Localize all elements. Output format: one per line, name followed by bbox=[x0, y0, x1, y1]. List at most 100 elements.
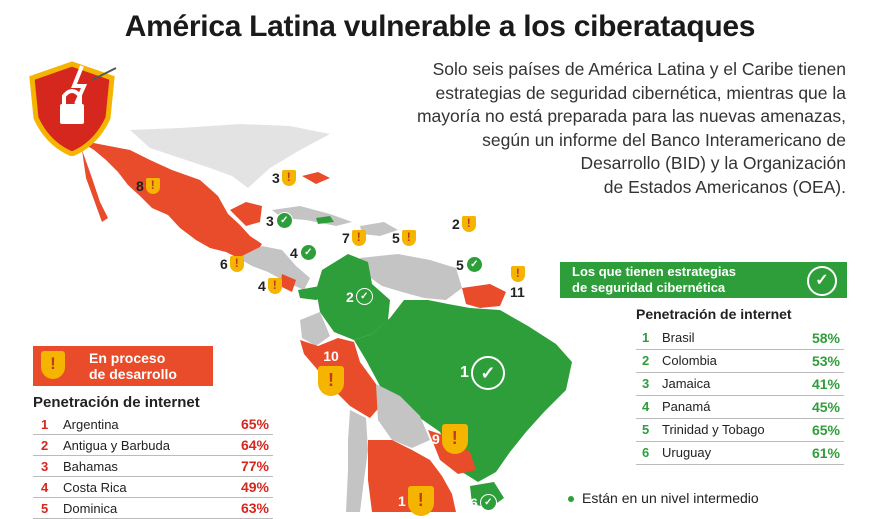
marker-number: 2 bbox=[452, 216, 460, 232]
country-guyana bbox=[462, 284, 506, 308]
country-ecuador bbox=[300, 312, 330, 346]
table-row: 2 Antigua y Barbuda 64% bbox=[33, 435, 273, 456]
subtitle-line: según un informe del Banco Interamerican… bbox=[482, 129, 846, 150]
marker-number: 7 bbox=[342, 230, 350, 246]
map-marker: 7 ! bbox=[342, 230, 366, 246]
shield-lock-lightning-icon bbox=[29, 61, 117, 156]
map-marker: 1 ! bbox=[398, 486, 434, 516]
warning-shield-icon: ! bbox=[461, 216, 476, 232]
subtitle-line: Solo seis países de América Latina y el … bbox=[432, 59, 846, 79]
country-usa-south bbox=[130, 124, 330, 188]
table-row: 5 Dominica 63% bbox=[33, 498, 273, 519]
warning-shield-icon: ! bbox=[351, 230, 366, 246]
check-circle-icon: ✓ bbox=[299, 244, 317, 261]
marker-number: 3 bbox=[266, 212, 274, 229]
table-row: 3 Bahamas 77% bbox=[33, 456, 273, 477]
developing-table: 1 Argentina 65% 2 Antigua y Barbuda 64% 3 Bah… bbox=[33, 414, 273, 519]
country-hispaniola bbox=[360, 222, 398, 236]
banner-line: En proceso bbox=[89, 350, 166, 366]
strategies-table: 1 Brasil 58% 2 Colombia 53% 3 Jamaica 41% 4 Pan… bbox=[636, 327, 844, 465]
marker-number: 4 bbox=[258, 278, 266, 294]
marker-number: 5 bbox=[392, 230, 400, 246]
page-title: América Latina vulnerable a los ciberata… bbox=[124, 10, 756, 43]
map-marker: 10 ! bbox=[318, 348, 344, 396]
country-yucatan bbox=[230, 202, 262, 226]
marker-number: 2 bbox=[346, 288, 354, 305]
subtitle-line: de Estados Americanos (OEA). bbox=[603, 176, 846, 197]
warning-shield-icon: ! bbox=[145, 178, 160, 194]
check-circle-icon: ✓ bbox=[355, 288, 373, 305]
table-row: 3 Jamaica 41% bbox=[636, 373, 844, 396]
right-subtitle: Penetración de internet bbox=[636, 306, 792, 322]
left-subtitle: Penetración de internet bbox=[33, 394, 200, 411]
subtitle-line: estrategias de seguridad cibernética, mi… bbox=[435, 82, 846, 103]
country-venezuela bbox=[360, 254, 462, 300]
country-argentina bbox=[368, 440, 456, 512]
map-marker: 5 ! bbox=[392, 230, 416, 246]
map-marker: 4 ✓ bbox=[290, 244, 317, 261]
marker-number: 5 bbox=[456, 256, 464, 273]
table-row: 1 Brasil 58% bbox=[636, 327, 844, 350]
warning-shield-icon: ! bbox=[441, 424, 468, 454]
map-marker: 3 ✓ bbox=[266, 212, 293, 229]
check-circle-icon: ✓ bbox=[470, 356, 505, 390]
table-row: 2 Colombia 53% bbox=[636, 350, 844, 373]
map-marker: ! 11 bbox=[510, 266, 525, 300]
country-jamaica bbox=[316, 216, 334, 224]
check-circle-icon: ✓ bbox=[479, 494, 497, 511]
marker-number: 6 bbox=[220, 256, 228, 272]
map-marker: 3 ! bbox=[272, 170, 296, 186]
subtitle-line: mayoría no está preparada para las nueva… bbox=[416, 106, 846, 126]
banner-line: de seguridad cibernética bbox=[572, 280, 726, 295]
warning-shield-icon: ! bbox=[510, 266, 525, 282]
page-subtitle: Solo seis países de América Latina y el … bbox=[246, 58, 846, 199]
marker-number: 3 bbox=[272, 170, 280, 186]
marker-number: 4 bbox=[290, 244, 298, 261]
country-bahamas bbox=[302, 172, 330, 184]
marker-number: 8 bbox=[136, 178, 144, 194]
marker-number: 9 bbox=[432, 431, 440, 447]
warning-shield-icon: ! bbox=[407, 486, 434, 516]
map-marker: 1 ✓ bbox=[460, 356, 505, 390]
footnote-text: Están en un nivel intermedio bbox=[582, 490, 759, 506]
developing-banner: ! En proceso de desarrollo bbox=[33, 346, 213, 386]
map-marker: 8 ! bbox=[136, 178, 160, 194]
warning-shield-icon: ! bbox=[41, 351, 65, 379]
country-chile bbox=[346, 410, 368, 512]
banner-line: Los que tienen estrategias bbox=[572, 264, 736, 279]
marker-number: 6 bbox=[470, 494, 478, 511]
table-row: 6 Uruguay 61% bbox=[636, 442, 844, 465]
subtitle-line: Desarrollo (BID) y la Organización bbox=[580, 153, 846, 173]
map-marker: 5 ✓ bbox=[456, 256, 483, 273]
check-circle-icon: ✓ bbox=[275, 212, 293, 229]
check-circle-icon: ✓ bbox=[807, 266, 837, 296]
warning-shield-icon: ! bbox=[267, 278, 282, 294]
map-marker: 4 ! bbox=[258, 278, 282, 294]
marker-number: 11 bbox=[510, 284, 525, 300]
country-costarica bbox=[280, 274, 296, 292]
country-bolivia bbox=[376, 384, 430, 448]
table-row: 5 Trinidad y Tobago 65% bbox=[636, 419, 844, 442]
footnote: Están en un nivel intermedio bbox=[568, 490, 759, 506]
country-colombia bbox=[316, 254, 390, 340]
warning-shield-icon: ! bbox=[229, 256, 244, 272]
map-marker: 6 ! bbox=[220, 256, 244, 272]
marker-number: 10 bbox=[323, 348, 339, 364]
country-brazil bbox=[354, 300, 572, 482]
table-row: 1 Argentina 65% bbox=[33, 414, 273, 435]
marker-number: 1 bbox=[460, 364, 469, 381]
map-marker: 2 ✓ bbox=[346, 288, 373, 305]
warning-shield-icon: ! bbox=[401, 230, 416, 246]
banner-line: de desarrollo bbox=[89, 366, 177, 382]
strategies-banner: Los que tienen estrategias de seguridad … bbox=[560, 262, 847, 298]
table-row: 4 Panamá 45% bbox=[636, 396, 844, 419]
country-mexico bbox=[78, 140, 262, 258]
country-baja bbox=[82, 150, 108, 222]
map-marker: 6 ✓ bbox=[470, 494, 497, 511]
warning-shield-icon: ! bbox=[281, 170, 296, 186]
warning-shield-icon: ! bbox=[318, 366, 344, 396]
map-marker: 9 ! bbox=[432, 424, 468, 454]
check-circle-icon: ✓ bbox=[465, 256, 483, 273]
table-row: 4 Costa Rica 49% bbox=[33, 477, 273, 498]
